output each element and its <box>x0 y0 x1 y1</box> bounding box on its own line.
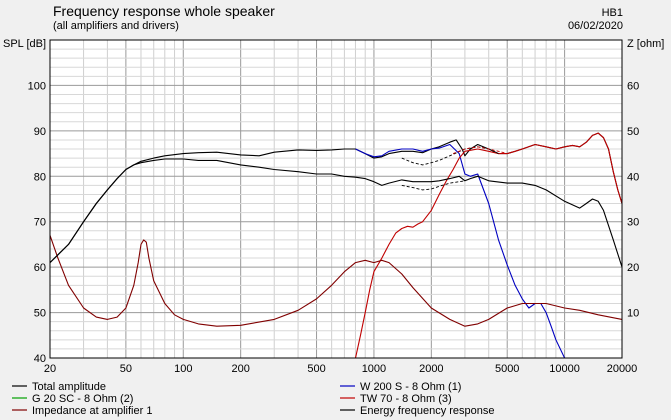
legend-label: TW 70 - 8 Ohm (3) <box>360 393 452 405</box>
x-tick-label: 2000 <box>419 363 443 375</box>
reference-label: HB1 <box>601 7 623 19</box>
legend: Total amplitude W 200 S - 8 Ohm (1) G 20 S… <box>12 381 495 417</box>
chart-subtitle: (all amplifiers and drivers) <box>53 20 179 32</box>
legend-label: G 20 SC - 8 Ohm (2) <box>32 393 133 405</box>
x-tick-label: 20000 <box>607 363 638 375</box>
y-tick-label-left: 50 <box>34 308 46 320</box>
y-tick-label-left: 70 <box>34 217 46 229</box>
y-tick-label-right: 50 <box>627 126 639 138</box>
date-label: 06/02/2020 <box>567 20 623 32</box>
plot-frame <box>49 39 623 359</box>
legend-label: Energy frequency response <box>360 405 495 417</box>
y-tick-label-left: 90 <box>34 126 46 138</box>
x-tick-label: 50 <box>120 363 132 375</box>
x-tick-label: 5000 <box>495 363 519 375</box>
y-tick-label-left: 40 <box>34 353 46 365</box>
legend-label: Total amplitude <box>32 381 106 393</box>
x-tick-label: 20 <box>44 363 56 375</box>
y-tick-label-right: 10 <box>627 308 639 320</box>
y-axis-left-label: SPL [dB] <box>3 38 46 50</box>
legend-label: W 200 S - 8 Ohm (1) <box>360 381 461 393</box>
grid <box>49 39 623 359</box>
y-tick-label-right: 40 <box>627 171 639 183</box>
y-tick-label-left: 80 <box>34 171 46 183</box>
y-tick-label-left: 60 <box>34 262 46 274</box>
y-tick-label-right: 20 <box>627 262 639 274</box>
x-tick-label: 100 <box>174 363 192 375</box>
x-tick-label: 200 <box>231 363 249 375</box>
series-dashed-8 <box>401 180 465 191</box>
y-tick-label-right: 60 <box>627 80 639 92</box>
series-dashed-7 <box>452 146 508 155</box>
y-tick-label-left: 100 <box>28 80 46 92</box>
y-tick-label-right: 30 <box>627 217 639 229</box>
y-axis-right-label: Z [ohm] <box>627 38 664 50</box>
series-tw-70-8-ohm-3 <box>354 132 623 359</box>
series-impedance-at-amplifier-1 <box>49 235 623 327</box>
x-tick-label: 1000 <box>362 363 386 375</box>
series-energy-frequency-response <box>49 158 623 268</box>
tick-labels: 20 50 100 200 500 1000 2000 5000 10000 20000 40 50 6… <box>28 80 640 375</box>
legend-label: Impedance at amplifier 1 <box>32 405 152 417</box>
x-tick-label: 500 <box>307 363 325 375</box>
chart-title: Frequency response whole speaker <box>53 3 275 19</box>
plot-area <box>50 40 622 358</box>
x-tick-label: 10000 <box>549 363 580 375</box>
